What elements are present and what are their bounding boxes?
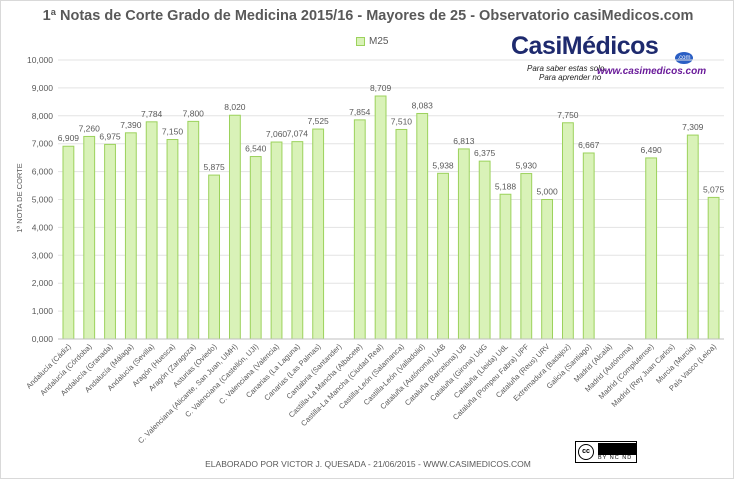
- y-tick-label: 3,000: [32, 250, 54, 260]
- logo-tagline-2: Para aprender no: [539, 73, 602, 82]
- cc-license-badge: cc BY NC ND: [575, 441, 637, 463]
- bar: [228, 114, 241, 340]
- data-label: 6,375: [474, 148, 496, 158]
- logo-dot-text: .com: [677, 55, 691, 61]
- data-label: 7,750: [557, 110, 579, 120]
- bar: [104, 143, 116, 340]
- bar: [457, 148, 470, 340]
- bar: [353, 119, 366, 340]
- y-tick-label: 4,000: [32, 222, 54, 232]
- gridlines: [58, 59, 724, 340]
- data-label: 6,813: [453, 136, 475, 146]
- bar: [416, 112, 429, 340]
- data-label: 7,150: [162, 127, 184, 137]
- bar: [83, 135, 96, 340]
- bar: [395, 128, 408, 340]
- data-label: 7,784: [141, 109, 163, 119]
- y-tick-label: 0,000: [32, 334, 54, 344]
- bar: [208, 174, 221, 340]
- casimedicos-logo: CasiMédicos .com Para saber estas solo. …: [505, 30, 706, 85]
- credit-line: ELABORADO POR VICTOR J. QUESADA - 21/06/…: [205, 459, 531, 469]
- data-label: 7,854: [349, 107, 371, 117]
- bar: [145, 121, 158, 340]
- bar: [686, 134, 699, 340]
- bar: [437, 172, 449, 340]
- y-tick-label: 6,000: [32, 167, 54, 177]
- y-tick-label: 2,000: [32, 278, 54, 288]
- data-label: 7,260: [79, 123, 101, 133]
- data-label: 5,075: [703, 184, 725, 194]
- x-axis: Andalucía (Cádiz)Andalucía (Córdoba)Anda…: [24, 338, 724, 445]
- bar: [561, 122, 574, 340]
- data-label: 7,060: [266, 129, 288, 139]
- bar: [520, 173, 533, 340]
- logo-url: www.casimedicos.com: [597, 66, 707, 77]
- bar: [291, 141, 304, 340]
- bar: [124, 132, 137, 340]
- bars: [62, 95, 720, 340]
- y-tick-label: 8,000: [32, 111, 54, 121]
- data-label: 5,938: [432, 160, 454, 170]
- bar: [187, 120, 200, 340]
- data-label: 7,390: [120, 120, 142, 130]
- data-label: 5,875: [203, 162, 225, 172]
- data-label: 7,800: [183, 108, 205, 118]
- cc-icon: cc: [578, 444, 594, 460]
- data-label: 6,909: [58, 133, 80, 143]
- legend: M25: [356, 36, 388, 47]
- logo-brand: CasiMédicos: [511, 32, 659, 60]
- data-label: 8,709: [370, 83, 392, 93]
- bar: [541, 199, 554, 340]
- data-label: 6,540: [245, 144, 267, 154]
- license-terms: BY NC ND: [598, 455, 633, 461]
- data-label: 7,525: [308, 116, 330, 126]
- legend-swatch: [356, 37, 365, 46]
- data-label: 5,188: [495, 181, 517, 191]
- bar: [707, 196, 720, 340]
- legend-label: M25: [369, 36, 389, 47]
- data-label: 7,510: [391, 116, 413, 126]
- y-axis: 0,000 1,000 2,000 3,000 4,000 5,000 6,000 7,000…: [27, 55, 53, 344]
- bar: [499, 193, 512, 340]
- data-label: 8,020: [224, 102, 246, 112]
- bar: [478, 160, 491, 340]
- bar: [249, 156, 262, 340]
- data-label: 5,000: [536, 187, 558, 197]
- license-marks-icon: [598, 443, 636, 455]
- bar: [645, 157, 658, 340]
- logo-dot-icon: .com: [675, 52, 693, 64]
- data-label: 6,667: [578, 140, 600, 150]
- bar: [270, 141, 283, 340]
- data-label: 5,930: [516, 161, 538, 171]
- y-tick-label: 5,000: [32, 195, 54, 205]
- bar: [166, 139, 179, 340]
- y-tick-label: 10,000: [27, 55, 53, 65]
- y-tick-label: 7,000: [32, 139, 54, 149]
- bar: [62, 145, 75, 340]
- data-label: 8,083: [412, 100, 434, 110]
- y-axis-title: 1ª NOTA DE CORTE: [15, 163, 24, 233]
- data-label: 6,490: [641, 145, 663, 155]
- y-tick-label: 9,000: [32, 83, 54, 93]
- y-tick-label: 1,000: [32, 306, 54, 316]
- logo-tagline-1: Para saber estas solo.: [527, 64, 607, 73]
- data-label: 7,074: [287, 129, 309, 139]
- data-label: 6,975: [99, 131, 121, 141]
- bar: [312, 128, 325, 340]
- chart-title: 1ª Notas de Corte Grado de Medicina 2015…: [42, 8, 694, 24]
- bar: [582, 152, 595, 340]
- bar: [374, 95, 387, 340]
- data-label: 7,309: [682, 122, 704, 132]
